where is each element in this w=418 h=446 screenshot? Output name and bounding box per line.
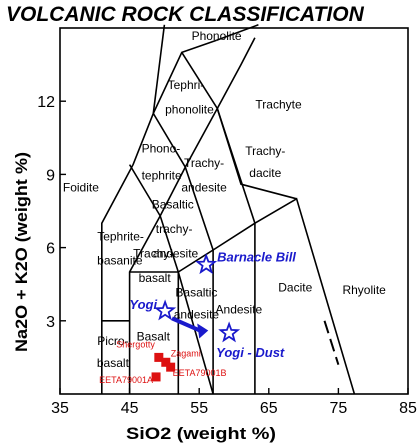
data-label: Zagami (171, 348, 201, 358)
field-label: Basaltic (175, 285, 217, 299)
field-label: basanite (97, 254, 143, 268)
field-boundary (101, 39, 217, 321)
field-label: phonolite (165, 102, 214, 116)
arrow-head (197, 323, 209, 339)
arrow-shaft (171, 316, 204, 334)
sample-star-marker (154, 299, 177, 321)
x-axis-label: SiO2 (weight %) (126, 424, 276, 443)
field-label: basalt (97, 356, 130, 370)
field-label: Trachy- (245, 144, 285, 158)
y-tick-label: 3 (46, 314, 55, 331)
field-label: Phono- (142, 141, 181, 155)
field-label: basalt (139, 271, 172, 285)
y-tick-label: 9 (46, 167, 55, 184)
meteorite-square-marker (154, 352, 164, 362)
field-label: andesite (153, 246, 199, 260)
data-label: EETA79001B (173, 368, 227, 378)
y-axis-label: Na2O + K2O (weight %) (12, 152, 31, 352)
field-boundary (152, 24, 166, 114)
meteorite-square-marker (151, 372, 161, 382)
field-boundary (129, 197, 356, 395)
field-label: Tephri- (168, 78, 205, 92)
sample-star-marker (218, 321, 241, 343)
field-label: andesite (181, 180, 227, 194)
x-tick-label: 65 (260, 400, 278, 417)
field-label: andesite (174, 307, 220, 321)
data-label: Yogi - Dust (216, 345, 285, 360)
field-boundary (216, 108, 297, 200)
chart-title: VOLCANIC ROCK CLASSIFICATION (6, 3, 365, 26)
field-label: Foidite (63, 180, 99, 194)
field-label: Phonolite (192, 29, 242, 43)
data-label: EETA79001A (99, 375, 153, 385)
data-label: Barnacle Bill (217, 250, 296, 265)
field-label: tephrite (142, 168, 182, 182)
field-label: Dacite (278, 281, 312, 295)
meteorite-square-marker (166, 362, 176, 372)
x-tick-label: 45 (121, 400, 139, 417)
sample-star-marker (195, 253, 218, 275)
field-label: Trachyte (255, 98, 302, 112)
field-boundary (128, 164, 180, 273)
y-axis-label-text: Na2O + K2O (weight %) (12, 152, 31, 352)
x-tick-label: 85 (399, 400, 417, 417)
plot-frame (59, 27, 409, 395)
data-label: Yogi (129, 297, 157, 312)
meteorite-square-marker (161, 357, 171, 367)
field-boundary (216, 24, 259, 41)
field-label: Tephrite- (97, 229, 144, 243)
field-label: trachy- (156, 222, 193, 236)
y-tick-label: 12 (37, 94, 55, 111)
field-label: Basalt (137, 329, 171, 343)
x-tick-label: 55 (190, 400, 208, 417)
field-label: Trachy- (184, 156, 224, 170)
field-label: Trachy- (133, 246, 173, 260)
field-label: Basaltic (152, 198, 194, 212)
field-boundary (152, 112, 214, 251)
field-label: Andesite (216, 302, 263, 316)
field-label: dacite (249, 166, 281, 180)
y-tick-label: 6 (46, 241, 55, 258)
plot-area: 35 45 55 65 75 85 3 6 9 12 Foidite Phonolite Tephri-… (37, 24, 417, 417)
field-label: Picro- (97, 334, 128, 348)
data-label: Shergotty (116, 339, 155, 349)
field-boundary-dashed (323, 320, 340, 366)
x-tick-label: 35 (51, 400, 69, 417)
x-tick-label: 75 (330, 400, 348, 417)
field-label: Rhyolite (342, 283, 386, 297)
